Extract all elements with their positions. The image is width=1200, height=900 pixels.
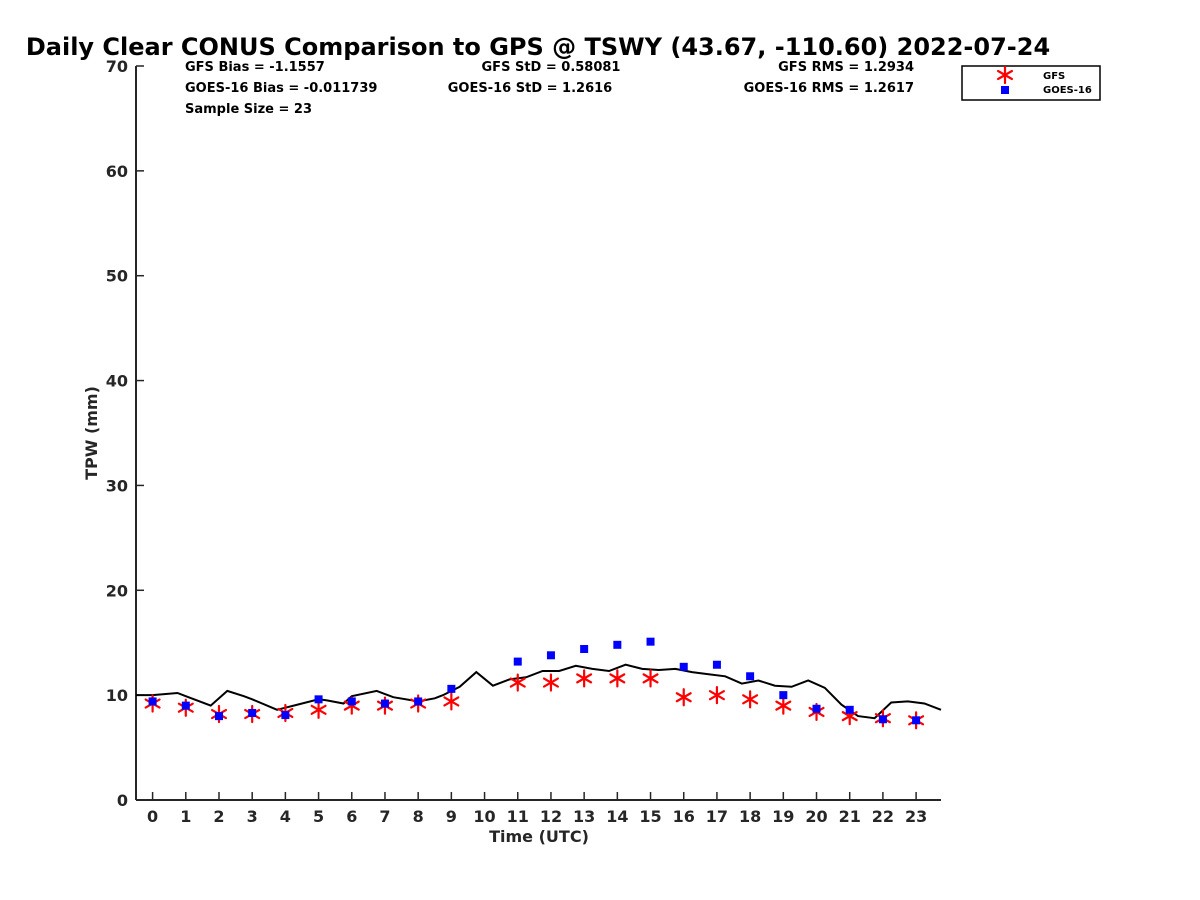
legend-gfs-asterisk-icon bbox=[996, 65, 1014, 85]
stats-block: GFS Bias = -1.1557 GFS StD = 0.58081 GFS… bbox=[185, 60, 914, 117]
x-tick-label: 2 bbox=[213, 807, 224, 826]
x-tick-label: 1 bbox=[180, 807, 191, 826]
y-tick-label: 70 bbox=[106, 57, 128, 76]
gfs-legend-asterisk bbox=[996, 65, 1014, 85]
gfs-std-stat: GFS StD = 0.58081 bbox=[482, 60, 621, 75]
y-tick-label: 30 bbox=[106, 476, 128, 495]
gfs-point bbox=[775, 696, 792, 715]
x-tick-label: 16 bbox=[673, 807, 695, 826]
legend-goes-label: GOES-16 bbox=[1043, 85, 1092, 96]
y-tick-label: 0 bbox=[117, 791, 128, 810]
sample-size-stat: Sample Size = 23 bbox=[185, 102, 312, 117]
y-tick-label: 40 bbox=[106, 372, 128, 391]
gfs-point bbox=[642, 669, 659, 688]
axes: 0 1 2 3 4 5 6 7 8 9 10 11 12 13 14 15 16 17 18 19 20 21 22 2301… bbox=[106, 57, 941, 826]
x-tick-label: 0 bbox=[147, 807, 158, 826]
x-tick-label: 8 bbox=[413, 807, 424, 826]
goes-point bbox=[214, 712, 223, 721]
marker-layer bbox=[144, 637, 925, 730]
goes-point bbox=[248, 708, 257, 717]
chart-title: Daily Clear CONUS Comparison to GPS @ TS… bbox=[26, 33, 1050, 61]
x-tick-label: 21 bbox=[839, 807, 861, 826]
goes-point bbox=[414, 697, 423, 706]
gfs-point bbox=[542, 673, 559, 692]
goes-std-stat: GOES-16 StD = 1.2616 bbox=[448, 81, 612, 96]
goes-point bbox=[613, 640, 622, 649]
gfs-point bbox=[509, 673, 526, 692]
goes-point bbox=[380, 699, 389, 708]
goes-point bbox=[779, 691, 788, 700]
goes-rms-stat: GOES-16 RMS = 1.2617 bbox=[744, 81, 914, 96]
x-tick-label: 7 bbox=[379, 807, 390, 826]
x-tick-label: 11 bbox=[507, 807, 529, 826]
legend-gfs-label: GFS bbox=[1043, 71, 1065, 82]
gfs-bias-stat: GFS Bias = -1.1557 bbox=[185, 60, 325, 75]
y-tick-label: 50 bbox=[106, 267, 128, 286]
x-tick-label: 22 bbox=[872, 807, 894, 826]
x-tick-label: 9 bbox=[446, 807, 457, 826]
goes-point bbox=[712, 660, 721, 669]
x-tick-label: 19 bbox=[772, 807, 794, 826]
gfs-point bbox=[742, 690, 759, 709]
goes-legend-square bbox=[1001, 86, 1009, 94]
goes-point bbox=[513, 657, 522, 666]
goes-point bbox=[347, 697, 356, 706]
y-tick-label: 20 bbox=[106, 581, 128, 600]
x-tick-label: 15 bbox=[639, 807, 661, 826]
goes-point bbox=[746, 672, 755, 681]
goes-point bbox=[148, 697, 157, 706]
x-tick-label: 14 bbox=[606, 807, 628, 826]
gfs-point bbox=[310, 700, 327, 719]
goes-point bbox=[447, 684, 456, 693]
x-tick-label: 5 bbox=[313, 807, 324, 826]
goes-point bbox=[912, 716, 921, 725]
x-tick-label: 10 bbox=[473, 807, 495, 826]
legend: GFS GOES-16 bbox=[961, 65, 1101, 101]
goes-point bbox=[812, 704, 821, 713]
x-tick-label: 13 bbox=[573, 807, 595, 826]
y-tick-label: 60 bbox=[106, 162, 128, 181]
x-tick-label: 20 bbox=[805, 807, 827, 826]
x-tick-label: 23 bbox=[905, 807, 927, 826]
gfs-point bbox=[609, 669, 626, 688]
gfs-rms-stat: GFS RMS = 1.2934 bbox=[778, 60, 914, 75]
goes-bias-stat: GOES-16 Bias = -0.011739 bbox=[185, 81, 377, 96]
x-axis-label: Time (UTC) bbox=[489, 827, 589, 846]
goes-point bbox=[679, 662, 688, 671]
x-tick-label: 4 bbox=[280, 807, 291, 826]
x-tick-label: 6 bbox=[346, 807, 357, 826]
goes-point bbox=[546, 651, 555, 660]
legend-goes-square-icon bbox=[1001, 86, 1009, 94]
x-tick-label: 17 bbox=[706, 807, 728, 826]
y-axis-label: TPW (mm) bbox=[82, 386, 101, 480]
y-tick-label: 10 bbox=[106, 686, 128, 705]
x-tick-label: 12 bbox=[540, 807, 562, 826]
legend-box bbox=[961, 65, 1101, 101]
goes-point bbox=[580, 645, 589, 654]
gfs-point bbox=[576, 669, 593, 688]
goes-point bbox=[878, 715, 887, 724]
gfs-point bbox=[675, 688, 692, 707]
x-tick-label: 3 bbox=[247, 807, 258, 826]
goes-point bbox=[314, 695, 323, 704]
goes-point bbox=[181, 701, 190, 710]
gfs-point bbox=[443, 692, 460, 711]
goes-point bbox=[646, 637, 655, 646]
goes-point bbox=[281, 711, 290, 720]
gfs-point bbox=[708, 686, 725, 705]
x-tick-label: 18 bbox=[739, 807, 761, 826]
goes-point bbox=[845, 705, 854, 714]
